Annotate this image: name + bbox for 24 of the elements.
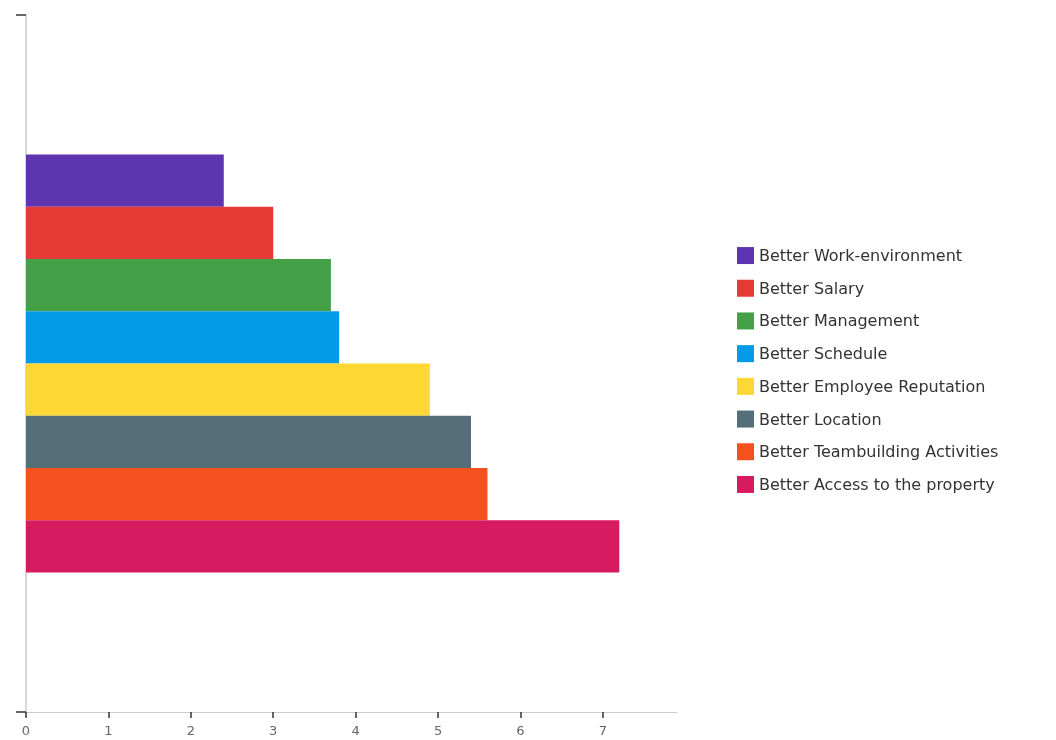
x-tick-label: 6 [516,723,525,738]
bar [26,154,224,207]
x-tick-label: 3 [269,723,278,738]
legend-label: Better Work-environment [759,246,963,266]
legend-label: Better Teambuilding Activities [759,442,999,462]
x-tick-label: 2 [186,723,195,738]
bar [26,415,471,469]
x-tick-label: 1 [104,723,113,738]
x-tick-label: 5 [433,723,443,738]
x-tick-label: 4 [351,723,360,738]
x-tick-label: 0 [21,723,31,738]
legend-label: Better Management [759,311,920,331]
bar [26,363,430,416]
bar [26,520,620,573]
x-tick-label: 7 [598,723,607,738]
bar [26,468,488,521]
legend-label: Better Employee Reputation [759,376,986,396]
bar [26,206,274,259]
bar [26,311,340,364]
legend-label: Better Schedule [759,344,888,364]
legend-label: Better Salary [759,278,865,298]
legend-label: Better Access to the property [759,474,995,494]
legend-label: Better Location [759,409,882,429]
bar [26,258,331,312]
